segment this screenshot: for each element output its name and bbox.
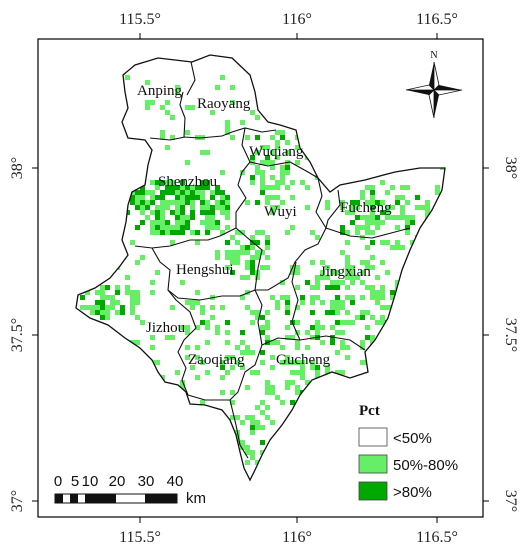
scale-label-0: 0 xyxy=(54,473,62,490)
legend-label-low: <50% xyxy=(393,430,432,447)
county-label-wuyi: Wuyi xyxy=(264,204,297,220)
lat-tick-right-3: 37° xyxy=(502,490,519,512)
scale-label-5: 5 xyxy=(71,473,79,490)
legend-swatch-high xyxy=(358,481,388,501)
boundary-jingxian-gucheng xyxy=(261,335,366,351)
boundary-anping-raoyang-split xyxy=(186,61,196,96)
boundary-wuyi-hengshui xyxy=(235,227,263,291)
map-frame xyxy=(37,38,484,518)
scale-bar: 0 5 10 20 30 40 km xyxy=(54,473,206,507)
boundary-jizhou-zaoqiang xyxy=(167,289,197,396)
boundary-zaoqiang-gucheng-north xyxy=(229,289,263,401)
legend-swatch-mid xyxy=(358,454,388,474)
county-label-wuqiang: Wuqiang xyxy=(249,144,304,160)
boundary-fucheng-west xyxy=(325,189,341,229)
lon-tick-bottom-3: 116.5° xyxy=(416,529,458,546)
county-label-jizhou: Jizhou xyxy=(146,320,186,336)
county-label-shenzhou: Shenzhou xyxy=(158,174,218,190)
lon-tick-bottom-1: 115.5° xyxy=(119,529,161,546)
lon-tick-top-3: 116.5° xyxy=(416,11,458,28)
legend-title: Pct xyxy=(359,403,380,419)
scale-label-10: 10 xyxy=(82,473,99,490)
scale-label-30: 30 xyxy=(138,473,155,490)
frame-ticks xyxy=(32,33,489,523)
boundary-shenzhou-wuqiang xyxy=(235,127,251,228)
lat-tick-left-2: 37.5° xyxy=(9,318,26,352)
county-label-zaoqiang: Zaoqiang xyxy=(188,352,245,368)
boundary-wuqiang-wuyi xyxy=(249,161,319,179)
north-arrow-icon: N xyxy=(405,50,463,119)
county-label-fucheng: Fucheng xyxy=(340,200,392,216)
lon-tick-top-2: 116° xyxy=(282,11,312,28)
county-boundaries xyxy=(134,61,411,459)
boundary-fucheng-jingxian xyxy=(325,227,411,239)
county-label-hengshui: Hengshui xyxy=(176,262,234,278)
lat-tick-left-1: 38° xyxy=(9,157,26,179)
boundary-anping-raoyang xyxy=(179,91,277,139)
boundary-hengshui-south xyxy=(151,247,256,301)
scale-label-40: 40 xyxy=(167,473,184,490)
lat-tick-right-2: 37.5° xyxy=(502,318,519,352)
scale-unit: km xyxy=(186,490,206,507)
lat-tick-right-1: 38° xyxy=(502,157,519,179)
boundary-jingxian-gucheng-west xyxy=(291,261,301,341)
legend-swatch-low xyxy=(358,427,388,447)
county-label-gucheng: Gucheng xyxy=(276,352,331,368)
legend-label-mid: 50%-80% xyxy=(393,457,458,474)
legend-label-high: >80% xyxy=(393,484,432,501)
boundary-anping-shenzhou xyxy=(149,136,186,141)
lon-tick-bottom-2: 116° xyxy=(282,529,312,546)
lat-tick-left-3: 37° xyxy=(9,490,26,512)
region-outline xyxy=(75,54,446,482)
north-label: N xyxy=(430,50,437,61)
county-label-raoyang: Raoyang xyxy=(197,96,251,112)
boundary-wuyi-jingxian xyxy=(255,177,327,291)
county-label-anping: Anping xyxy=(137,83,183,99)
legend: Pct <50% 50%-80% >80% xyxy=(358,403,458,501)
lon-tick-top-1: 115.5° xyxy=(119,11,161,28)
boundary-zaoqiang-gucheng xyxy=(187,394,249,459)
scale-label-20: 20 xyxy=(109,473,126,490)
county-label-jingxian: Jingxian xyxy=(320,264,371,280)
